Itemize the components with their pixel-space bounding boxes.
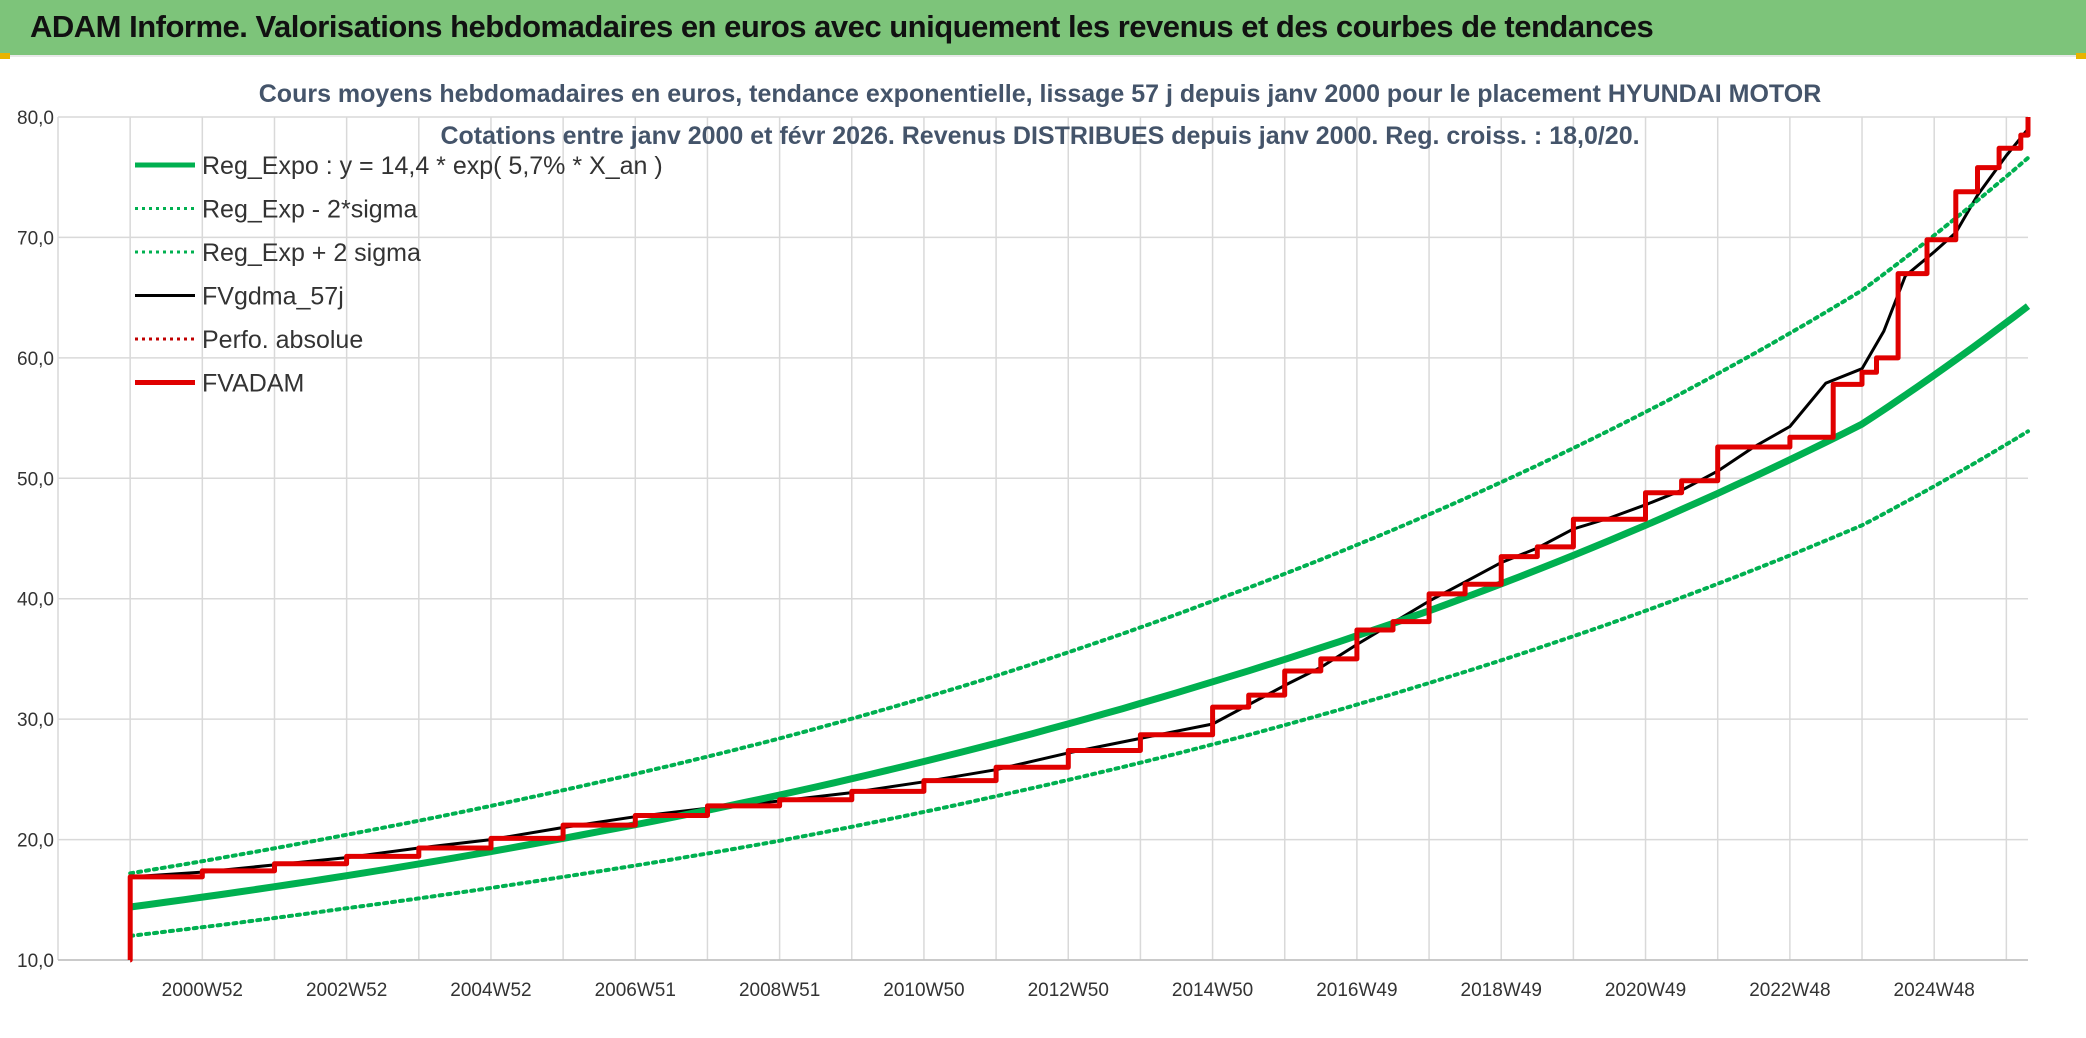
x-tick-label: 2012W50	[1028, 980, 1109, 1001]
y-tick-label: 70,0	[17, 228, 54, 249]
x-tick-label: 2016W49	[1316, 980, 1397, 1001]
x-tick-label: 2010W50	[883, 980, 964, 1001]
x-axis-ticks: 2000W52 2002W52 2004W52 2006W51 2008W51 2010W…	[162, 980, 1975, 1001]
series-line	[128, 155, 2030, 876]
x-tick-label: 2008W51	[739, 980, 820, 1001]
series-layer	[127, 117, 2031, 963]
y-axis-ticks: 10,0 20,0 30,0 40,0 50,0 60,0 70,0 80,0	[17, 108, 54, 972]
y-tick-label: 50,0	[17, 469, 54, 490]
x-tick-label: 2024W48	[1894, 980, 1975, 1001]
series-line	[129, 303, 2031, 911]
legend-label: Reg_Expo : y = 14,4 * exp( 5,7% * X_an )	[202, 152, 663, 180]
x-tick-label: 2022W48	[1749, 980, 1830, 1001]
x-tick-label: 2018W49	[1461, 980, 1542, 1001]
chart: 10,0 20,0 30,0 40,0 50,0 60,0 70,0 80,0 2000W52…	[17, 80, 2031, 1001]
y-tick-label: 20,0	[17, 831, 54, 852]
x-tick-label: 2020W49	[1605, 980, 1686, 1001]
x-tick-label: 2014W50	[1172, 980, 1253, 1001]
series-line	[128, 429, 2030, 938]
x-tick-label: 2000W52	[162, 980, 243, 1001]
y-tick-label: 40,0	[17, 590, 54, 611]
y-tick-label: 30,0	[17, 710, 54, 731]
legend-label: Reg_Exp - 2*sigma	[202, 196, 417, 224]
y-tick-label: 80,0	[17, 108, 54, 129]
page-title: ADAM Informe. Valorisations hebdomadaire…	[30, 9, 1654, 44]
legend-label: Reg_Exp + 2 sigma	[202, 239, 421, 267]
y-tick-label: 60,0	[17, 349, 54, 370]
legend-label: FVADAM	[202, 370, 304, 398]
y-tick-label: 10,0	[17, 951, 54, 972]
x-tick-label: 2002W52	[306, 980, 387, 1001]
series-line	[127, 117, 2031, 963]
legend-label: FVgdma_57j	[202, 283, 344, 311]
legend-label: Perfo. absolue	[202, 326, 363, 354]
chart-subtitle: Cotations entre janv 2000 et févr 2026. …	[440, 122, 1639, 150]
x-tick-label: 2004W52	[450, 980, 531, 1001]
page-header: ADAM Informe. Valorisations hebdomadaire…	[0, 0, 2086, 57]
x-tick-label: 2006W51	[595, 980, 676, 1001]
chart-title: Cours moyens hebdomadaires en euros, ten…	[259, 80, 1822, 108]
chart-legend: Reg_Expo : y = 14,4 * exp( 5,7% * X_an )…	[135, 152, 663, 398]
corner-marker-right	[2076, 53, 2086, 59]
corner-marker-left	[0, 53, 10, 59]
